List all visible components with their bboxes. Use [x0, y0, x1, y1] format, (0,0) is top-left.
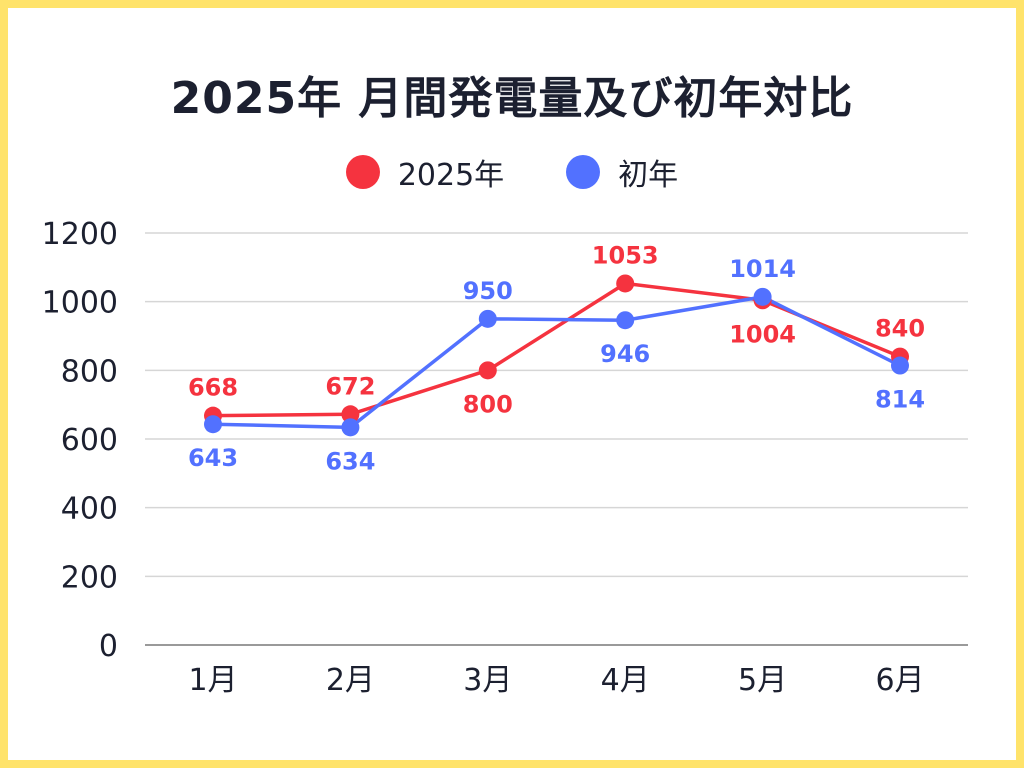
- data-label: 1053: [592, 241, 659, 269]
- y-tick-label: 400: [61, 492, 118, 527]
- series-line-first-year: [212, 295, 901, 430]
- data-label: 800: [463, 390, 513, 418]
- chart-title: 2025年 月間発電量及び初年対比: [170, 73, 854, 124]
- data-label: 840: [875, 315, 925, 343]
- data-label: 814: [875, 386, 925, 414]
- data-point: [753, 287, 772, 306]
- data-point: [204, 415, 222, 434]
- x-tick-label: 3月: [463, 663, 512, 698]
- legend-item-first-year: 初年: [566, 150, 678, 194]
- data-point: [478, 309, 497, 328]
- x-tick-label: 5月: [738, 663, 787, 698]
- data-label: 1004: [729, 320, 796, 348]
- y-tick-label: 600: [61, 423, 118, 458]
- series-line-2025: [212, 281, 901, 418]
- x-tick-label: 1月: [188, 663, 237, 698]
- data-label: 643: [188, 444, 238, 472]
- y-tick-label: 1000: [42, 286, 118, 321]
- data-label: 1014: [729, 255, 796, 283]
- legend-marker-2025: [345, 155, 380, 189]
- data-point: [341, 405, 360, 424]
- y-tick-label: 1200: [42, 217, 118, 252]
- data-point: [341, 418, 360, 437]
- legend-label-first-year: 初年: [618, 158, 679, 193]
- data-point: [891, 356, 909, 375]
- data-point: [616, 311, 635, 330]
- y-tick-label: 0: [99, 629, 118, 664]
- data-label: 668: [188, 374, 238, 402]
- data-label: 672: [325, 372, 375, 400]
- data-label: 946: [600, 340, 650, 368]
- data-label: 950: [463, 277, 513, 305]
- data-point: [616, 274, 635, 293]
- x-tick-label: 2月: [326, 663, 375, 698]
- legend-marker-first-year: [566, 155, 601, 189]
- data-point: [478, 361, 497, 380]
- y-tick-label: 200: [61, 560, 118, 595]
- y-tick-label: 800: [61, 354, 118, 389]
- x-tick-label: 4月: [601, 663, 650, 698]
- legend: 2025年 初年: [0, 150, 1024, 194]
- data-label: 634: [325, 447, 375, 475]
- x-tick-label: 6月: [875, 663, 924, 698]
- legend-label-2025: 2025年: [397, 158, 505, 193]
- legend-item-2025: 2025年: [345, 150, 505, 194]
